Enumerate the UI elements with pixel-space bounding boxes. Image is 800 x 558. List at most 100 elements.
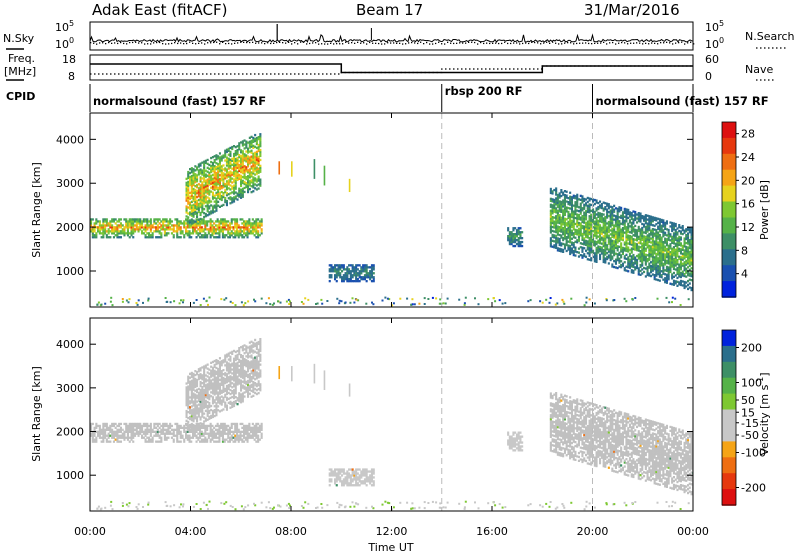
velocity-cell [192, 437, 194, 439]
velocity-cell [97, 425, 99, 427]
velocity-cell [173, 431, 175, 433]
velocity-cell [261, 433, 263, 435]
velocity-cell [238, 435, 240, 437]
power-cell [115, 218, 117, 220]
power-speckle [320, 299, 322, 301]
velocity-cell [150, 439, 152, 441]
power-cell [339, 268, 341, 270]
nsearch-point [663, 42, 664, 43]
velocity-cell [225, 425, 227, 427]
power-cell [258, 176, 260, 178]
power-cell [552, 212, 554, 214]
power-cell [617, 226, 619, 228]
power-cell [638, 214, 640, 216]
velocity-cell [217, 431, 219, 433]
velocity-cell [162, 423, 164, 425]
power-cell [203, 165, 205, 167]
power-cell [162, 220, 164, 222]
power-cell [235, 158, 237, 160]
velocity-cell [210, 423, 212, 425]
freq-left-label: Freq. [8, 52, 35, 65]
power-cell [647, 215, 649, 217]
power-cell [247, 159, 249, 161]
power-cell [685, 276, 687, 278]
power-cell [173, 236, 175, 238]
power-cell [341, 266, 343, 268]
power-cell [673, 242, 675, 244]
power-speckle [352, 297, 354, 299]
power-cell [217, 218, 219, 220]
nsearch-point [687, 42, 688, 43]
power-cell [587, 242, 589, 244]
power-cell [259, 224, 261, 226]
power-speckle [137, 304, 139, 306]
power-cell [237, 198, 239, 200]
velocity-cell [189, 418, 191, 420]
power-cell [250, 222, 252, 224]
power-cell [604, 208, 606, 210]
power-cell [680, 268, 682, 270]
power-cell [604, 261, 606, 263]
power-cell [514, 237, 516, 239]
power-cell [624, 261, 626, 263]
nsearch-point [444, 43, 445, 44]
power-cell [252, 218, 254, 220]
velocity-cell [255, 437, 257, 439]
power-cell [604, 224, 606, 226]
power-cell [625, 232, 627, 234]
velocity-cell [139, 423, 141, 425]
power-cell [650, 218, 652, 220]
power-cell [371, 280, 373, 282]
power-cell [659, 256, 661, 258]
power-cell [553, 223, 555, 225]
power-speckle [193, 302, 195, 304]
velocity-cell [200, 369, 202, 371]
velocity-cell [157, 425, 159, 427]
nsearch-point [657, 43, 658, 44]
velocity-cell [134, 435, 136, 437]
power-cell [210, 218, 212, 220]
power-cell [115, 234, 117, 236]
power-cell [643, 247, 645, 249]
power-cell [199, 222, 201, 224]
nsearch-point [306, 43, 307, 44]
velocity-cell [196, 385, 198, 387]
power-cell [180, 230, 182, 232]
power-cell [585, 216, 587, 218]
power-cell [562, 192, 564, 194]
power-cell [650, 265, 652, 267]
power-cell [346, 266, 348, 268]
power-cell [200, 198, 202, 200]
power-cell [647, 266, 649, 268]
nsearch-point [609, 42, 610, 43]
power-cell [668, 266, 670, 268]
power-cell [634, 225, 636, 227]
power-cell [638, 226, 640, 228]
power-cell [240, 228, 242, 230]
power-speckle [634, 297, 636, 299]
power-cell [641, 272, 643, 274]
velocity-cell [187, 399, 189, 401]
nsearch-point [585, 42, 586, 43]
power-cell [680, 248, 682, 250]
power-cell [604, 206, 606, 208]
power-cell [553, 244, 555, 246]
power-cell [611, 258, 613, 260]
power-cell [205, 213, 207, 215]
power-cell [569, 196, 571, 198]
power-cell [590, 218, 592, 220]
power-cell [169, 222, 171, 224]
power-cell [116, 228, 118, 230]
power-cell [557, 216, 559, 218]
power-cell [224, 197, 226, 199]
power-cell [604, 202, 606, 204]
power-cell [553, 236, 555, 238]
power-cell [153, 222, 155, 224]
power-speckle [315, 303, 317, 305]
velocity-cell [148, 429, 150, 431]
power-cell [214, 179, 216, 181]
velocity-cell [200, 385, 202, 387]
velocity-cell [146, 423, 148, 425]
power-cell [557, 200, 559, 202]
velocity-cell [150, 441, 152, 443]
